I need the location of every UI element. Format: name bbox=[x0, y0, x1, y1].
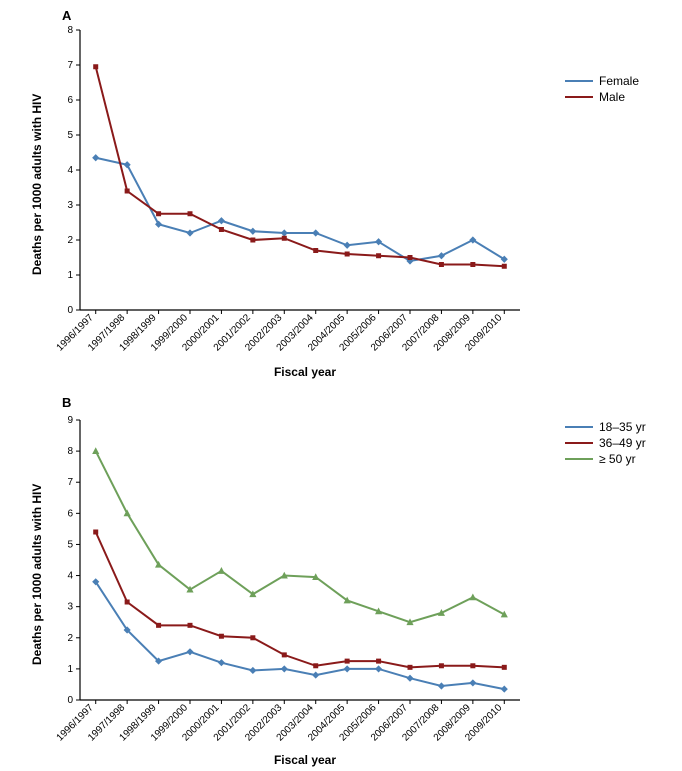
panel-b-y-title: Deaths per 1000 adults with HIV bbox=[30, 484, 44, 665]
legend-item: Female bbox=[565, 74, 639, 88]
legend-item: 18–35 yr bbox=[565, 420, 646, 434]
legend-label: 18–35 yr bbox=[599, 420, 646, 434]
legend-item: ≥ 50 yr bbox=[565, 452, 646, 466]
panel-b-chart: 01234567891996/19971997/19981998/1999199… bbox=[50, 415, 525, 755]
legend-swatch bbox=[565, 442, 593, 444]
svg-text:1: 1 bbox=[67, 270, 73, 281]
legend-item: 36–49 yr bbox=[565, 436, 646, 450]
svg-text:0: 0 bbox=[67, 305, 73, 316]
panel-a-chart: 0123456781996/19971997/19981998/19991999… bbox=[50, 25, 525, 365]
svg-text:4: 4 bbox=[67, 571, 73, 582]
svg-text:6: 6 bbox=[67, 508, 73, 519]
panel-a-label: A bbox=[62, 8, 71, 23]
svg-text:9: 9 bbox=[67, 415, 73, 426]
legend-label: Female bbox=[599, 74, 639, 88]
svg-text:6: 6 bbox=[67, 95, 73, 106]
svg-text:5: 5 bbox=[67, 539, 73, 550]
panel-b-x-title: Fiscal year bbox=[240, 753, 370, 767]
svg-text:3: 3 bbox=[67, 602, 73, 613]
legend-label: Male bbox=[599, 90, 625, 104]
svg-text:4: 4 bbox=[67, 165, 73, 176]
panel-a-x-title: Fiscal year bbox=[240, 365, 370, 379]
svg-text:5: 5 bbox=[67, 130, 73, 141]
legend-item: Male bbox=[565, 90, 639, 104]
svg-text:1: 1 bbox=[67, 664, 73, 675]
figure-page: A Deaths per 1000 adults with HIV 0 1 2 3 4 5… bbox=[0, 0, 682, 771]
legend-swatch bbox=[565, 426, 593, 428]
panel-b-legend: 18–35 yr 36–49 yr ≥ 50 yr bbox=[565, 420, 646, 468]
svg-text:2: 2 bbox=[67, 235, 73, 246]
legend-swatch bbox=[565, 458, 593, 460]
svg-text:0: 0 bbox=[67, 695, 73, 706]
svg-text:2: 2 bbox=[67, 633, 73, 644]
panel-a-legend: Female Male bbox=[565, 74, 639, 106]
panel-b-label: B bbox=[62, 395, 71, 410]
legend-swatch bbox=[565, 80, 593, 82]
svg-text:7: 7 bbox=[67, 60, 73, 71]
legend-label: 36–49 yr bbox=[599, 436, 646, 450]
legend-label: ≥ 50 yr bbox=[599, 452, 636, 466]
svg-text:3: 3 bbox=[67, 200, 73, 211]
svg-text:8: 8 bbox=[67, 446, 73, 457]
svg-text:8: 8 bbox=[67, 25, 73, 36]
legend-swatch bbox=[565, 96, 593, 98]
panel-a-y-title: Deaths per 1000 adults with HIV bbox=[30, 94, 44, 275]
svg-text:7: 7 bbox=[67, 477, 73, 488]
